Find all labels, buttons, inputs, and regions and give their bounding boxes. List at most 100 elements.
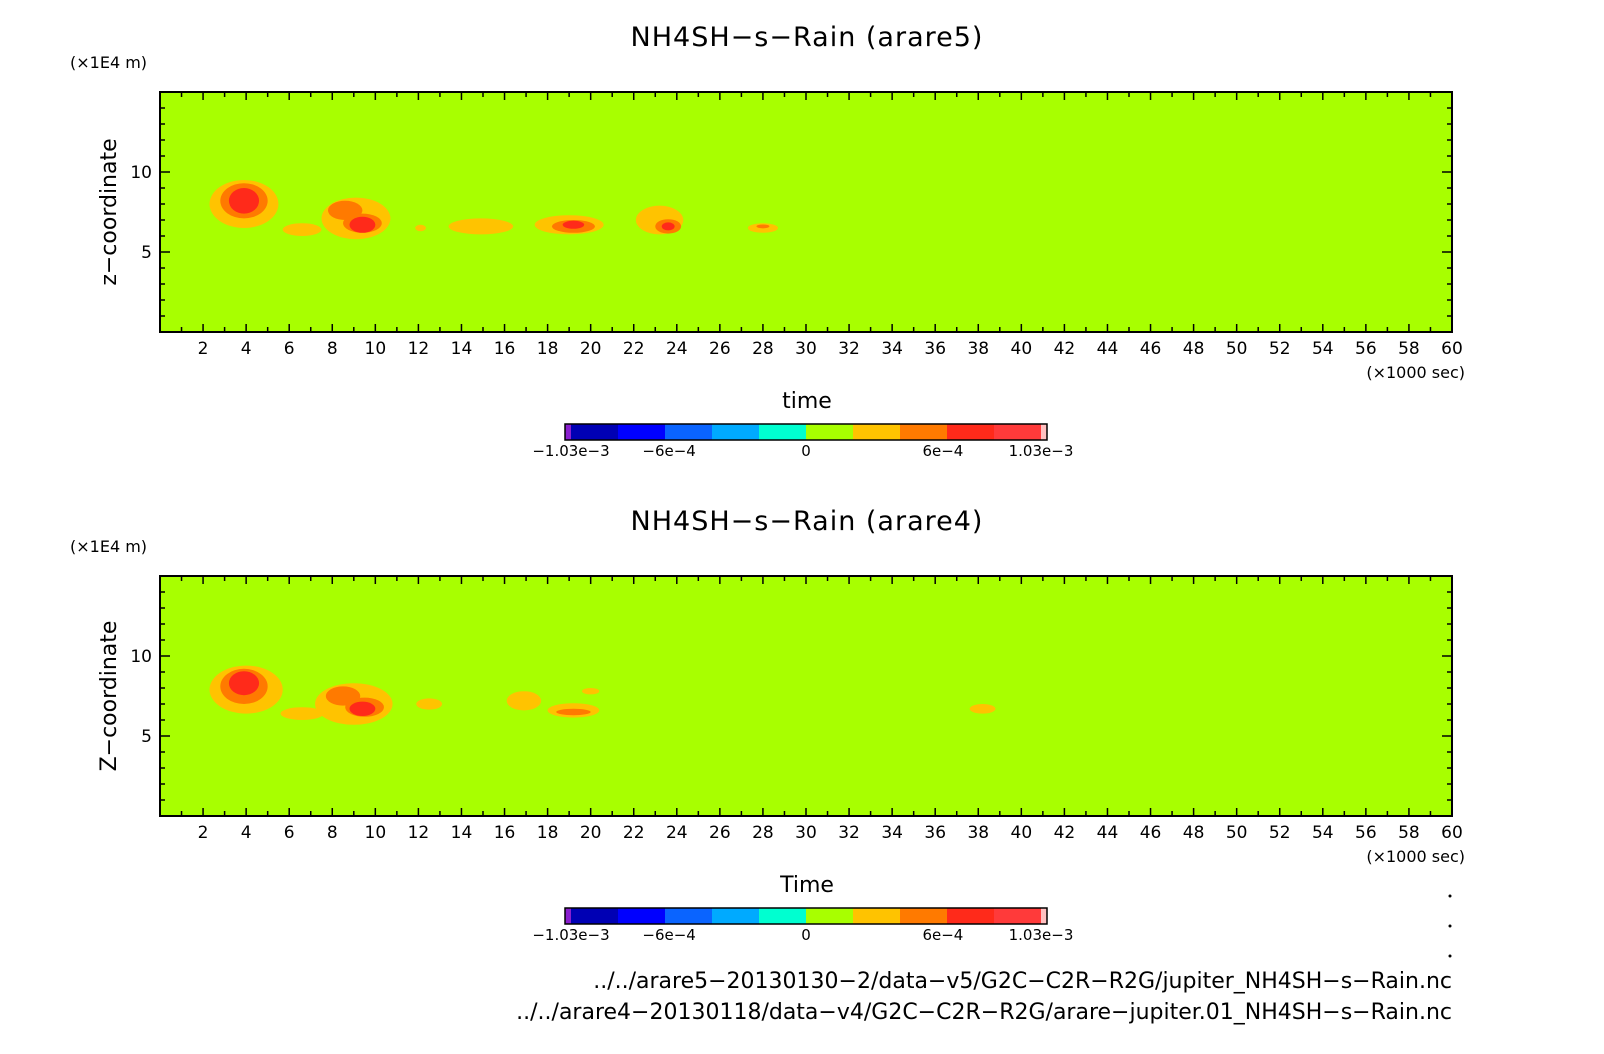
y-ticks: 5 10: [130, 591, 1452, 801]
x-tick-label: 18: [537, 823, 559, 843]
chart-panel-arare5: NH4SH−s−Rain (arare5) (×1E4 m) z−coordin…: [70, 22, 1465, 460]
contour-blob-level-3: [349, 216, 376, 233]
x-tick-label: 24: [666, 823, 688, 843]
source-file-2: ../../arare4−20130118/data−v4/G2C−C2R−R2…: [516, 1000, 1452, 1025]
contour-blob-level-3: [661, 222, 675, 231]
x-tick-label: 60: [1441, 823, 1463, 843]
colorbar-segment: [712, 908, 759, 924]
contour-blob-level-1: [582, 688, 600, 695]
x-tick-label: 22: [623, 339, 645, 359]
y-axis-label: Z−coordinate: [97, 621, 122, 772]
colorbar-segment: [565, 908, 571, 924]
x-tick-label: 26: [709, 339, 731, 359]
colorbar-segment: [853, 908, 900, 924]
x-tick-label: 30: [795, 339, 817, 359]
x-tick-label: 6: [284, 339, 295, 359]
x-unit-label: (×1000 sec): [1366, 363, 1465, 382]
colorbar-segment: [994, 908, 1041, 924]
x-tick-label: 38: [967, 823, 989, 843]
x-tick-label: 40: [1011, 339, 1033, 359]
colorbar-segment: [994, 424, 1041, 440]
x-tick-label: 38: [967, 339, 989, 359]
colorbar-segment: [618, 424, 665, 440]
x-tick-label: 44: [1097, 823, 1119, 843]
colorbar-label: 6e−4: [922, 442, 963, 460]
x-tick-label: 50: [1226, 823, 1248, 843]
x-tick-label: 60: [1441, 339, 1463, 359]
x-ticks: 2 4 6 8 10 12 14 16 18 20 22 24 26 28 30 32 34 36 38 40 42 44…: [180, 92, 1463, 359]
contour-blob-level-3: [562, 220, 585, 229]
colorbar: −1.03e−3 −6e−4 0 6e−4 1.03e−3: [532, 423, 1074, 460]
plot-area: [159, 575, 1453, 817]
colorbar-segment: [571, 424, 618, 440]
y-unit-label: (×1E4 m): [70, 537, 147, 556]
colorbar-segment: [900, 424, 947, 440]
y-tick-label: 10: [130, 163, 152, 183]
colorbar-segment: [1041, 424, 1047, 440]
x-tick-label: 36: [924, 823, 946, 843]
x-tick-label: 52: [1269, 823, 1291, 843]
y-tick-label: 5: [141, 727, 152, 747]
x-tick-label: 22: [623, 823, 645, 843]
colorbar-segment: [712, 424, 759, 440]
colorbar-segment: [618, 908, 665, 924]
x-tick-label: 48: [1183, 823, 1205, 843]
x-tick-label: 40: [1011, 823, 1033, 843]
contour-blob-level-2: [756, 224, 770, 229]
x-tick-label: 50: [1226, 339, 1248, 359]
colorbar-segment: [759, 424, 806, 440]
colorbar-segment: [806, 424, 853, 440]
x-tick-label: 14: [451, 339, 473, 359]
x-unit-label: (×1000 sec): [1366, 847, 1465, 866]
x-tick-label: 54: [1312, 823, 1334, 843]
colorbar: −1.03e−3 −6e−4 0 6e−4 1.03e−3: [532, 907, 1073, 944]
x-tick-label: 58: [1398, 339, 1420, 359]
x-tick-label: 52: [1269, 339, 1291, 359]
source-file-1: ../../arare5−20130130−2/data−v5/G2C−C2R−…: [593, 969, 1452, 994]
x-tick-label: 44: [1097, 339, 1119, 359]
x-tick-label: 8: [327, 823, 338, 843]
x-tick-label: 32: [838, 823, 860, 843]
contour-blob-level-1: [448, 218, 514, 235]
x-tick-label: 10: [365, 823, 387, 843]
chart-title: NH4SH−s−Rain (arare5): [631, 22, 984, 53]
colorbar-label: −6e−4: [642, 926, 695, 944]
x-tick-label: 28: [752, 823, 774, 843]
x-tick-label: 34: [881, 823, 903, 843]
contour-blob-level-1: [415, 224, 426, 232]
x-tick-label: 34: [881, 339, 903, 359]
x-tick-label: 48: [1183, 339, 1205, 359]
x-axis-label: time: [782, 389, 832, 414]
marker-dot: [1448, 924, 1452, 928]
x-tick-label: 46: [1140, 823, 1162, 843]
colorbar-label: 1.03e−3: [1009, 442, 1074, 460]
x-tick-label: 28: [752, 339, 774, 359]
colorbar-label: 6e−4: [922, 926, 963, 944]
colorbar-label: −1.03e−3: [532, 442, 609, 460]
contour-blob-level-1: [280, 707, 324, 720]
colorbar-segment: [665, 908, 712, 924]
contour-blob-level-1: [506, 691, 542, 711]
x-tick-label: 12: [408, 339, 430, 359]
x-tick-label: 56: [1355, 339, 1377, 359]
x-tick-label: 6: [284, 823, 295, 843]
colorbar-segment: [571, 908, 618, 924]
x-tick-label: 2: [198, 823, 209, 843]
y-tick-label: 5: [141, 243, 152, 263]
x-tick-label: 18: [537, 339, 559, 359]
x-tick-label: 4: [241, 339, 252, 359]
colorbar-label: −1.03e−3: [532, 926, 609, 944]
colorbar-segment: [947, 424, 994, 440]
colorbar-label: −6e−4: [642, 442, 695, 460]
x-axis-label: Time: [779, 873, 834, 898]
x-tick-label: 56: [1355, 823, 1377, 843]
contour-blob-level-2: [556, 708, 591, 716]
x-tick-label: 8: [327, 339, 338, 359]
contour-blob-level-3: [228, 671, 260, 696]
marker-dot: [1448, 894, 1452, 898]
contour-blob-level-1: [416, 698, 443, 710]
x-tick-label: 20: [580, 823, 602, 843]
x-tick-label: 12: [408, 823, 430, 843]
x-tick-label: 24: [666, 339, 688, 359]
contour-blob-level-3: [349, 701, 376, 716]
